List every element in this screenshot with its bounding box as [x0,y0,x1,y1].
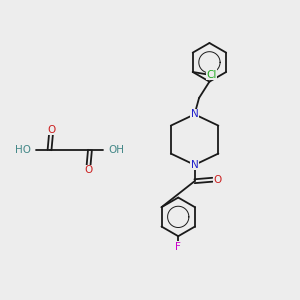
Text: N: N [191,160,199,170]
Text: F: F [175,242,181,252]
Text: O: O [47,125,55,135]
Text: Cl: Cl [206,70,217,80]
Text: N: N [191,109,199,119]
Text: O: O [213,175,222,185]
Text: HO: HO [15,145,31,155]
Text: O: O [84,165,93,175]
Text: OH: OH [108,145,124,155]
